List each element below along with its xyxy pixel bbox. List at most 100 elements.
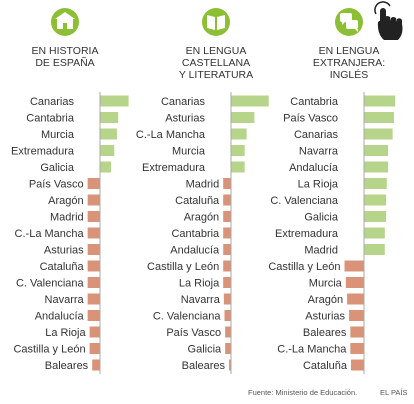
bar [364,227,385,239]
category-label: Castilla y León [268,261,340,273]
category-label: Madrid [304,245,338,257]
category-label: Canarias [294,129,339,141]
bar [223,211,231,222]
panel-title-line: EN HISTORIA [32,45,99,57]
bar [224,310,231,321]
category-label: Murcia [41,129,75,141]
bar [229,359,231,371]
bar [87,260,100,272]
category-label: Baleares [303,327,347,339]
bar [225,343,231,354]
category-label: Galicia [188,344,223,356]
bar [364,244,385,255]
bar [364,145,389,156]
category-label: C. Valenciana [153,311,222,323]
bar [225,326,231,338]
category-label: Murcia [172,146,206,158]
bar [87,178,100,189]
bar [231,95,269,107]
category-label: Navarra [45,294,85,306]
bar [350,326,364,338]
category-label: Extremadura [275,228,339,240]
bar [364,95,396,107]
category-label: Castilla y León [147,261,219,273]
bar [89,326,100,338]
bar [364,161,389,173]
bar [364,128,393,140]
category-label: Galicia [40,162,75,174]
bar [350,343,364,354]
category-label: Andalucía [170,245,220,257]
bar [100,145,115,156]
category-label: Baleares [45,360,89,372]
bar [87,194,100,206]
category-label: Aragón [48,195,83,207]
source-note: Fuente: Ministerio de Educación. [248,388,357,397]
category-label: Andalucía [35,311,85,323]
category-label: Cantabria [26,113,75,125]
panel-title-line: CASTELLANA [182,57,250,69]
bar [100,161,112,173]
category-label: C.-La Mancha [15,228,85,240]
category-label: Asturias [44,245,84,257]
book-icon [202,8,230,36]
panel-title-line: DE ESPAÑA [35,56,94,69]
building-icon [51,8,79,36]
bar [223,277,231,288]
panel-title-line: Y LITERATURA [179,69,253,81]
bar [87,211,100,222]
bar [223,194,231,206]
bar [87,244,100,255]
brand-label: EL PAÍS [380,388,408,397]
category-label: País Vasco [166,327,221,339]
bar [345,277,364,288]
bar [231,112,255,123]
bar [100,112,119,123]
category-label: La Rioja [298,179,339,191]
bar [87,227,100,239]
category-label: La Rioja [179,278,220,290]
category-label: Madrid [186,179,220,191]
category-label: Aragón [184,212,219,224]
panel-title-line: INGLÉS [330,68,369,81]
bar [223,178,231,189]
bar [364,194,387,206]
bar [231,128,247,140]
category-label: Baleares [182,360,226,372]
category-label: Asturias [305,311,345,323]
category-label: Cantabria [290,96,339,108]
category-label: Cataluña [175,195,220,207]
bar [344,260,364,272]
category-label: Madrid [50,212,84,224]
panel-title-line: EXTRANJERA: [313,57,385,69]
category-label: Cataluña [40,261,85,273]
category-label: Canarias [161,96,206,108]
category-label: Navarra [181,294,221,306]
bar [364,178,387,189]
category-label: Murcia [309,278,343,290]
category-label: Aragón [308,294,343,306]
speech-bubbles-icon [335,8,363,36]
bar [347,293,364,305]
hand-pointer-icon [374,1,403,40]
bar [223,244,231,255]
category-label: Canarias [30,96,75,108]
panel-title-line: EN LENGUA [319,45,380,57]
bar [364,112,394,123]
bar [231,161,245,173]
category-label: Extremadura [142,162,206,174]
category-label: Asturias [165,113,205,125]
category-label: Extremadura [11,146,75,158]
category-label: Andalucía [289,162,339,174]
bar [92,359,100,371]
category-label: Cantabria [171,228,220,240]
category-label: Galicia [304,212,339,224]
bar [100,128,117,140]
category-label: C.-La Mancha [136,129,206,141]
bar [87,293,100,305]
category-label: C. Valenciana [16,278,85,290]
bar [223,227,231,239]
panel-title-line: EN LENGUA [186,45,247,57]
bar [364,211,387,222]
